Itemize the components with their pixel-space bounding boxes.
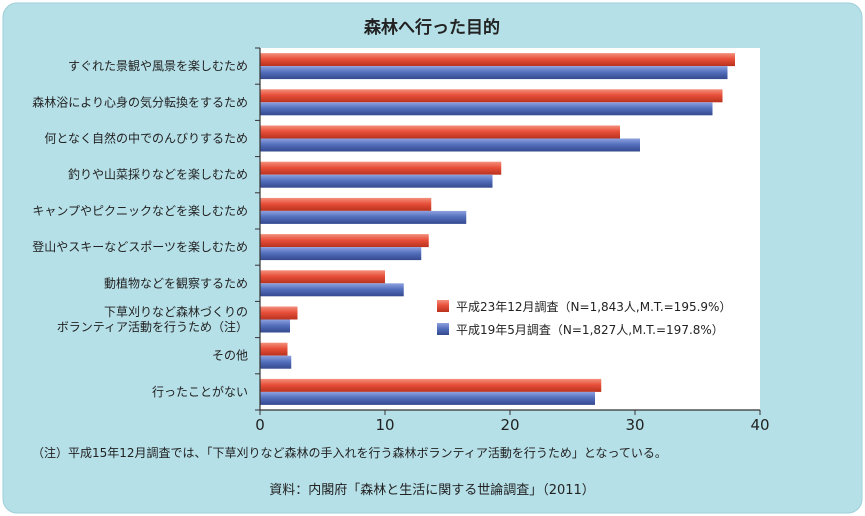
bar-h23-0 bbox=[260, 53, 735, 67]
bar-h19-3 bbox=[260, 174, 493, 188]
category-label-0: すぐれた景観や風景を楽しむため bbox=[68, 59, 248, 73]
x-tick-label-1: 10 bbox=[375, 416, 394, 434]
bar-h23-2 bbox=[260, 125, 620, 139]
x-tick-label-2: 20 bbox=[500, 416, 519, 434]
bar-h19-4 bbox=[260, 210, 467, 224]
legend-swatch-2007 bbox=[437, 323, 449, 335]
category-label-7-line1: ボランティア活動を行うため（注） bbox=[57, 319, 248, 334]
category-label-1: 森林浴により心身の気分転換をするため bbox=[32, 94, 248, 109]
legend-label-2007: 平成19年5月調査（N=1,827人,M.T.=197.8%） bbox=[456, 323, 724, 337]
bar-h23-4 bbox=[260, 197, 432, 211]
bar-h19-5 bbox=[260, 247, 422, 261]
bar-h23-6 bbox=[260, 270, 385, 284]
category-label-6: 動植物などを観察するため bbox=[104, 275, 248, 290]
category-label-4: キャンプやピクニックなどを楽しむため bbox=[32, 204, 248, 218]
category-label-5: 登山やスキーなどスポーツを楽しむため bbox=[32, 239, 248, 254]
category-label-9: 行ったことがない bbox=[152, 384, 248, 399]
category-label-8: その他 bbox=[212, 349, 248, 363]
x-axis: 0 10 20 30 40 bbox=[255, 47, 770, 434]
x-tick-label-4: 40 bbox=[750, 416, 769, 434]
bar-h19-7 bbox=[260, 319, 290, 333]
legend-swatch-2011 bbox=[437, 300, 449, 312]
bar-h19-6 bbox=[260, 283, 404, 297]
bar-h23-9 bbox=[260, 378, 602, 392]
bar-h19-2 bbox=[260, 138, 640, 152]
bars-layer bbox=[260, 53, 735, 405]
legend: 平成23年12月調査（N=1,843人,M.T.=195.9%） 平成19年5月… bbox=[437, 300, 731, 337]
bar-h19-8 bbox=[260, 355, 292, 369]
footnote: （注）平成15年12月調査では、「下草刈りなど森林の手入れを行う森林ボランティア… bbox=[32, 445, 667, 460]
bar-h23-8 bbox=[260, 342, 288, 356]
category-label-7-line0: 下草刈りなど森林づくりの bbox=[104, 304, 248, 319]
source-note: 資料：内閣府「森林と生活に関する世論調査」（2011） bbox=[269, 482, 595, 498]
bar-h19-0 bbox=[260, 66, 728, 80]
legend-label-2011: 平成23年12月調査（N=1,843人,M.T.=195.9%） bbox=[456, 300, 731, 314]
bar-h23-7 bbox=[260, 306, 298, 320]
bar-h19-1 bbox=[260, 102, 713, 116]
category-label-3: 釣りや山菜採りなどを楽しむため bbox=[68, 167, 248, 182]
x-tick-label-0: 0 bbox=[255, 416, 265, 434]
category-labels: すぐれた景観や風景を楽しむため森林浴により心身の気分転換をするため何となく自然の… bbox=[32, 59, 248, 399]
category-label-2: 何となく自然の中でのんびりするため bbox=[44, 131, 248, 146]
bar-h23-5 bbox=[260, 234, 429, 248]
bar-h23-1 bbox=[260, 89, 723, 103]
x-tick-label-3: 30 bbox=[625, 416, 644, 434]
bar-h23-3 bbox=[260, 161, 502, 175]
bar-h19-9 bbox=[260, 391, 595, 405]
chart-title: 森林へ行った目的 bbox=[364, 17, 500, 38]
